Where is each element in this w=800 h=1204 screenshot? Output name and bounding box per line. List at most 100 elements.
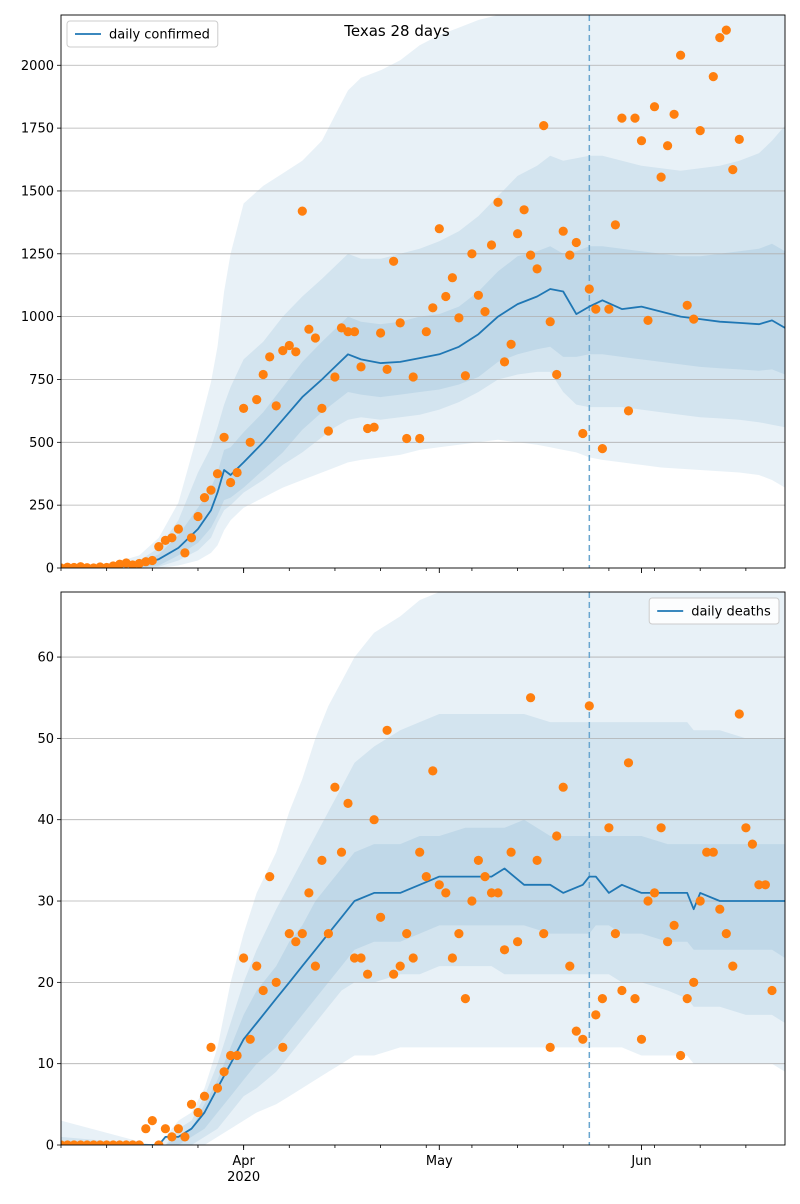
data-point-deaths	[539, 929, 549, 939]
data-point-deaths	[291, 937, 301, 947]
data-point-confirmed	[323, 426, 333, 436]
data-point-confirmed	[173, 524, 183, 534]
data-point-deaths	[219, 1067, 229, 1077]
data-point-deaths	[591, 1010, 601, 1020]
data-point-deaths	[421, 872, 431, 882]
data-point-deaths	[245, 1034, 255, 1044]
series-line-deaths	[61, 867, 785, 1145]
data-point-confirmed	[369, 422, 379, 432]
data-point-confirmed	[552, 369, 562, 380]
y-tick-label: 20	[37, 976, 54, 991]
data-point-confirmed	[389, 256, 399, 266]
data-point-confirmed	[219, 432, 229, 442]
data-point-confirmed	[473, 290, 483, 300]
data-point-deaths	[258, 985, 268, 996]
data-point-confirmed	[317, 403, 327, 413]
data-point-confirmed	[421, 327, 431, 337]
data-point-confirmed	[356, 362, 366, 372]
data-point-confirmed	[682, 300, 692, 310]
data-point-confirmed	[565, 250, 575, 260]
uncertainty-band-3	[61, 243, 785, 568]
data-point-confirmed	[232, 467, 242, 478]
x-tick-sublabel: 2020	[227, 1170, 260, 1185]
data-point-deaths	[610, 929, 621, 939]
x-tick-label: Jun	[630, 1154, 651, 1169]
data-point-confirmed	[310, 333, 320, 343]
data-point-deaths	[363, 969, 373, 979]
data-point-deaths	[239, 953, 249, 963]
data-point-deaths	[415, 847, 425, 857]
data-point-deaths	[460, 994, 470, 1004]
data-point-deaths	[571, 1026, 581, 1036]
plot-area	[61, 592, 785, 1145]
data-point-confirmed	[480, 307, 490, 317]
legend-label: daily deaths	[691, 605, 771, 620]
data-point-confirmed	[617, 113, 627, 123]
data-point-confirmed	[441, 291, 451, 302]
data-point-deaths	[317, 855, 327, 866]
data-point-deaths	[232, 1050, 242, 1061]
data-point-confirmed	[519, 205, 529, 215]
data-point-deaths	[604, 823, 614, 833]
data-point-deaths	[310, 961, 320, 971]
y-tick-label: 60	[37, 651, 54, 666]
data-point-deaths	[323, 929, 333, 939]
data-point-deaths	[356, 953, 366, 963]
data-point-confirmed	[415, 433, 425, 444]
data-point-confirmed	[499, 357, 510, 367]
data-point-confirmed	[330, 372, 340, 382]
data-point-confirmed	[506, 339, 516, 349]
data-point-deaths	[636, 1034, 647, 1044]
data-point-confirmed	[291, 347, 301, 357]
confirmed-chart: 0 250 500 750 1000 1250 1500 1750 2000 daily conf…	[21, 14, 786, 577]
axes-frame	[60, 591, 786, 1146]
y-tick-label: 500	[29, 436, 54, 451]
data-point-confirmed	[669, 109, 679, 119]
data-point-confirmed	[578, 428, 588, 439]
data-point-confirmed	[147, 555, 157, 566]
data-point-deaths	[493, 888, 503, 898]
y-tick-label: 250	[29, 499, 54, 514]
data-point-deaths	[656, 823, 666, 833]
data-point-confirmed	[434, 224, 444, 234]
data-point-deaths	[689, 977, 699, 988]
y-tick-label: 0	[46, 1139, 54, 1154]
y-tick-label: 40	[37, 813, 54, 828]
uncertainty-band-1	[61, 15, 785, 568]
chart-title: Texas 28 days	[343, 22, 450, 40]
data-point-deaths	[297, 929, 307, 939]
data-point-deaths	[760, 880, 771, 890]
data-point-deaths	[147, 1116, 157, 1126]
data-point-confirmed	[428, 303, 438, 313]
data-point-confirmed	[376, 328, 386, 338]
data-point-deaths	[480, 872, 490, 882]
y-tick-label: 1250	[21, 247, 54, 262]
data-point-deaths	[408, 953, 418, 963]
data-point-deaths	[708, 847, 718, 857]
data-point-confirmed	[408, 372, 418, 382]
data-point-confirmed	[343, 327, 353, 337]
data-point-deaths	[160, 1124, 170, 1134]
y-tick-label: 750	[29, 373, 54, 388]
data-point-confirmed	[258, 369, 268, 380]
y-tick-label: 2000	[21, 59, 54, 74]
data-point-confirmed	[571, 237, 581, 248]
data-point-deaths	[382, 725, 392, 735]
data-point-confirmed	[206, 485, 216, 495]
data-point-deaths	[630, 994, 640, 1004]
data-point-deaths	[389, 969, 399, 979]
data-point-confirmed	[513, 229, 523, 239]
data-point-confirmed	[304, 324, 314, 334]
data-point-deaths	[304, 888, 314, 898]
data-point-deaths	[252, 961, 262, 971]
data-point-confirmed	[239, 403, 249, 413]
data-point-confirmed	[728, 165, 738, 175]
data-point-confirmed	[721, 25, 731, 35]
axes-frame	[60, 14, 786, 569]
data-point-deaths	[284, 929, 294, 939]
data-point-deaths	[532, 855, 542, 866]
data-point-confirmed	[643, 315, 653, 325]
data-point-deaths	[278, 1042, 288, 1052]
